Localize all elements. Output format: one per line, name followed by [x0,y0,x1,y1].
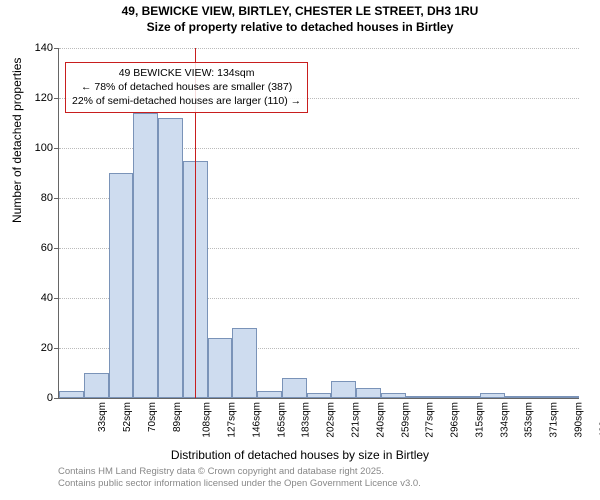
histogram-bar [133,113,158,398]
histogram-bar [257,391,282,399]
ytick-mark [54,298,59,299]
xtick-label: 259sqm [400,402,411,438]
xtick-label: 70sqm [147,402,158,432]
xtick-label: 371sqm [549,402,560,438]
xtick-label: 52sqm [122,402,133,432]
title-line-2: Size of property relative to detached ho… [0,20,600,36]
xtick-label: 277sqm [425,402,436,438]
xtick-label: 165sqm [276,402,287,438]
histogram-bar [158,118,183,398]
ytick-label: 100 [23,142,53,154]
histogram-bar [554,396,579,399]
histogram-bar [480,393,505,398]
xtick-label: 89sqm [172,402,183,432]
xtick-label: 127sqm [227,402,238,438]
x-axis-label: Distribution of detached houses by size … [0,448,600,462]
ytick-label: 0 [23,392,53,404]
histogram-bar [282,378,307,398]
y-axis-label: Number of detached properties [10,58,24,223]
ytick-mark [54,348,59,349]
histogram-bar [406,396,431,399]
callout-box: 49 BEWICKE VIEW: 134sqm← 78% of detached… [65,62,308,113]
ytick-label: 120 [23,92,53,104]
xtick-label: 390sqm [573,402,584,438]
footer-attribution: Contains HM Land Registry data © Crown c… [58,466,421,490]
histogram-bar [59,391,84,399]
ytick-mark [54,98,59,99]
xtick-label: 353sqm [524,402,535,438]
xtick-label: 108sqm [202,402,213,438]
callout-line: ← 78% of detached houses are smaller (38… [72,80,301,94]
histogram-bar [109,173,134,398]
ytick-label: 140 [23,42,53,54]
xtick-label: 146sqm [252,402,263,438]
xtick-label: 33sqm [97,402,108,432]
xtick-label: 202sqm [326,402,337,438]
histogram-bar [430,396,455,398]
histogram-bar [208,338,233,398]
footer-line-2: Contains public sector information licen… [58,478,421,490]
chart-area: 02040608010012014033sqm52sqm70sqm89sqm10… [58,48,578,398]
histogram-bar [307,393,332,398]
ytick-mark [54,48,59,49]
ytick-mark [54,248,59,249]
histogram-bar [505,396,530,398]
callout-line: 49 BEWICKE VIEW: 134sqm [72,66,301,80]
histogram-bar [84,373,109,398]
ytick-label: 20 [23,342,53,354]
xtick-label: 334sqm [499,402,510,438]
histogram-bar [381,393,406,398]
callout-line: 22% of semi-detached houses are larger (… [72,94,301,108]
plot-region: 02040608010012014033sqm52sqm70sqm89sqm10… [58,48,579,399]
histogram-bar [331,381,356,399]
xtick-label: 240sqm [375,402,386,438]
histogram-bar [529,396,554,398]
xtick-label: 221sqm [351,402,362,438]
xtick-label: 183sqm [301,402,312,438]
footer-line-1: Contains HM Land Registry data © Crown c… [58,466,421,478]
chart-container: 49, BEWICKE VIEW, BIRTLEY, CHESTER LE ST… [0,0,600,500]
histogram-bar [356,388,381,398]
ytick-mark [54,398,59,399]
xtick-label: 315sqm [474,402,485,438]
xtick-label: 296sqm [450,402,461,438]
histogram-bar [455,396,480,399]
ytick-label: 40 [23,292,53,304]
ytick-label: 60 [23,242,53,254]
chart-title: 49, BEWICKE VIEW, BIRTLEY, CHESTER LE ST… [0,0,600,35]
ytick-mark [54,148,59,149]
gridline [59,48,579,49]
histogram-bar [232,328,257,398]
title-line-1: 49, BEWICKE VIEW, BIRTLEY, CHESTER LE ST… [0,4,600,20]
ytick-label: 80 [23,192,53,204]
ytick-mark [54,198,59,199]
